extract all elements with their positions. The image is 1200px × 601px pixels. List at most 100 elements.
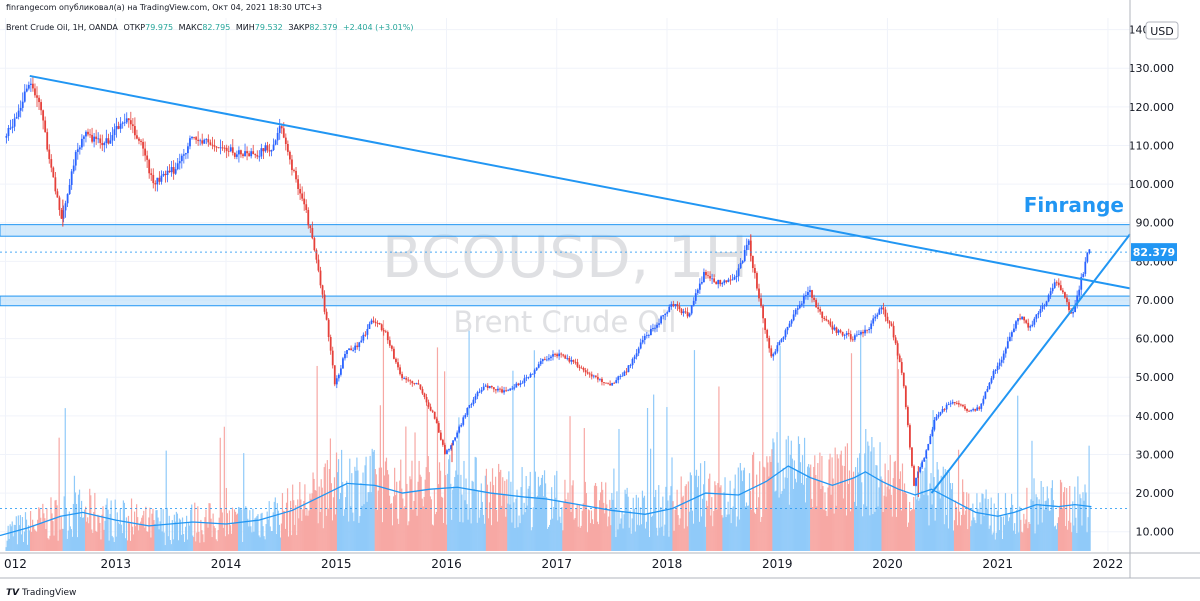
volume-bar	[890, 494, 892, 551]
volume-bar	[407, 525, 409, 551]
volume-bar	[935, 509, 937, 551]
volume-bar	[139, 524, 141, 551]
candle-body	[170, 167, 173, 173]
volume-bar	[368, 492, 370, 551]
candle-body	[19, 107, 22, 111]
volume-bar	[519, 523, 521, 551]
volume-bar	[619, 523, 621, 551]
candle-body	[955, 403, 958, 404]
volume-bar	[778, 497, 780, 551]
tradingview-logo[interactable]: 𝙏𝙑 TradingView	[6, 588, 76, 598]
candle-body	[233, 152, 236, 157]
volume-bar	[233, 509, 236, 551]
volume-bar	[463, 460, 465, 551]
candle-body	[607, 382, 609, 384]
volume-bar	[234, 511, 237, 551]
volume-bar	[417, 481, 419, 551]
candle-body	[1037, 312, 1040, 315]
volume-bar	[867, 441, 869, 551]
volume-bar	[766, 456, 768, 551]
volume-bar	[341, 449, 343, 551]
volume-bar	[319, 512, 321, 551]
volume-bar	[747, 505, 750, 551]
volume-bar	[375, 474, 377, 551]
volume-bar	[685, 484, 687, 551]
volume-bar	[101, 514, 103, 551]
volume-bar	[583, 428, 585, 551]
volume-bar	[622, 528, 624, 551]
volume-bar	[326, 460, 328, 551]
volume-bar	[656, 527, 658, 551]
volume-bar	[156, 510, 158, 551]
volume-bar	[127, 515, 130, 551]
candle-body	[339, 368, 342, 375]
volume-bar	[574, 517, 576, 551]
volume-bar	[438, 462, 441, 551]
volume-bar	[208, 503, 210, 551]
candle-body	[1074, 304, 1077, 312]
candle-body	[321, 285, 324, 295]
volume-bar	[126, 540, 129, 551]
candle-body	[38, 97, 40, 103]
volume-bar	[537, 476, 540, 551]
volume-bar	[889, 454, 891, 551]
candle-body	[315, 250, 318, 260]
volume-bar	[164, 545, 166, 551]
volume-bar	[530, 530, 532, 551]
volume-bar	[206, 522, 208, 551]
volume-bar	[95, 530, 97, 551]
candle-body	[758, 288, 760, 299]
y-tick-label: 10.000	[1136, 526, 1175, 539]
volume-bar	[661, 526, 663, 551]
candle-body	[197, 139, 200, 142]
volume-bar	[1010, 493, 1013, 551]
volume-bar	[798, 443, 801, 551]
volume-bar	[623, 514, 625, 551]
candle-body	[205, 139, 208, 141]
volume-bar	[950, 489, 953, 551]
volume-bar	[1039, 503, 1041, 551]
volume-bar	[907, 522, 910, 551]
candle-body	[335, 378, 338, 385]
candle-body	[974, 409, 977, 411]
y-tick-label: 20.000	[1136, 487, 1175, 500]
volume-bar	[562, 530, 564, 551]
currency-badge[interactable]: USD	[1145, 21, 1179, 40]
candle-body	[625, 371, 628, 373]
volume-bar	[105, 504, 107, 551]
volume-bar	[792, 488, 794, 551]
candle-body	[902, 372, 905, 387]
volume-bar	[746, 505, 749, 551]
volume-bar	[1041, 522, 1043, 551]
candle-body	[270, 149, 273, 152]
volume-bar	[965, 510, 967, 551]
candle-body	[448, 449, 450, 451]
candle-body	[513, 387, 516, 389]
volume-bar	[323, 467, 325, 551]
candle-body	[868, 329, 871, 331]
volume-bar	[679, 518, 681, 551]
volume-bar	[494, 476, 497, 551]
candle-body	[70, 171, 73, 186]
volume-bar	[212, 513, 214, 551]
volume-bar	[864, 453, 866, 551]
volume-bar	[691, 510, 694, 551]
volume-bar	[493, 493, 496, 551]
time-axis[interactable]: 012 2013 2014 2015 2016 2017 2018 2019 2020 2021 2…	[0, 552, 1200, 579]
candle-body	[713, 278, 716, 282]
volume-bar	[121, 533, 123, 551]
volume-bar	[785, 439, 787, 551]
volume-bar	[846, 443, 849, 551]
volume-bar	[894, 460, 896, 551]
volume-bar	[481, 501, 483, 551]
volume-bar	[703, 484, 705, 551]
volume-bar	[1017, 395, 1019, 551]
candle-body	[949, 403, 952, 405]
volume-bar	[1027, 528, 1029, 551]
volume-bar	[922, 470, 924, 551]
candle-body	[792, 314, 795, 321]
candle-body	[906, 407, 909, 426]
candle-body	[162, 173, 165, 176]
candle-body	[823, 317, 826, 319]
